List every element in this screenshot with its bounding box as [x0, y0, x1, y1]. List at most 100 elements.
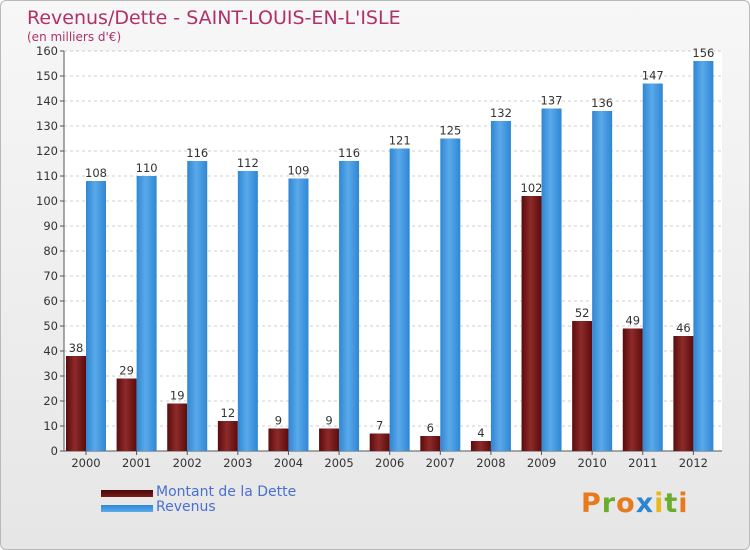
bar-revenus-2010: [592, 111, 613, 451]
value-label-revenus-2008: 132: [490, 106, 512, 120]
x-tick-label-2007: 2007: [426, 456, 455, 470]
logo-letter: o: [616, 488, 636, 519]
value-label-dette-2001: 29: [119, 364, 134, 378]
value-label-revenus-2007: 125: [439, 124, 461, 138]
logo-letter: x: [635, 488, 655, 519]
logo-letter: r: [601, 488, 617, 519]
bar-dette-2011: [622, 328, 643, 451]
bar-dette-2010: [572, 321, 593, 451]
bar-revenus-2006: [389, 148, 410, 451]
value-label-revenus-2009: 137: [541, 94, 563, 108]
bar-revenus-2001: [136, 176, 157, 451]
y-tick-label: 110: [36, 169, 58, 183]
bar-dette-2001: [116, 378, 137, 451]
value-label-dette-2012: 46: [676, 321, 691, 335]
value-label-dette-2008: 4: [477, 426, 484, 440]
bar-revenus-2000: [86, 181, 106, 451]
legend-label-revenus: Revenus: [156, 499, 216, 515]
chart-title: Revenus/Dette - SAINT-LOUIS-EN-L'ISLE: [27, 7, 401, 29]
value-label-revenus-2006: 121: [389, 134, 411, 148]
bar-revenus-2009: [541, 108, 562, 451]
bar-dette-2000: [66, 356, 86, 451]
y-tick-label: 120: [36, 144, 58, 158]
y-tick-label: 30: [43, 369, 58, 383]
chart-subtitle: (en milliers d'€): [27, 30, 122, 44]
value-label-dette-2007: 6: [427, 421, 434, 435]
y-tick-label: 90: [43, 219, 58, 233]
x-tick-label-2004: 2004: [274, 456, 303, 470]
value-label-dette-2002: 19: [170, 389, 185, 403]
value-label-revenus-2005: 116: [338, 146, 360, 160]
y-tick-label: 140: [36, 94, 58, 108]
value-label-revenus-2000: 108: [85, 166, 107, 180]
bar-dette-2004: [268, 428, 289, 451]
value-label-revenus-2010: 136: [591, 96, 613, 110]
x-tick-label-2000: 2000: [71, 456, 100, 470]
logo-letter: i: [654, 488, 665, 519]
x-tick-label-2001: 2001: [122, 456, 151, 470]
legend-label-dette: Montant de la Dette: [156, 484, 297, 500]
value-label-dette-2009: 102: [521, 181, 543, 195]
y-tick-label: 0: [51, 444, 58, 458]
value-label-dette-2005: 9: [325, 414, 332, 428]
bars: [66, 61, 714, 451]
bar-revenus-2004: [288, 178, 309, 451]
bar-revenus-2007: [440, 138, 461, 451]
value-label-revenus-2003: 112: [237, 156, 259, 170]
bar-dette-2002: [167, 403, 188, 451]
logo-letter: t: [664, 488, 679, 519]
value-label-revenus-2002: 116: [186, 146, 208, 160]
y-tick-label: 60: [43, 294, 58, 308]
x-tick-label-2009: 2009: [527, 456, 556, 470]
x-tick-label-2002: 2002: [173, 456, 202, 470]
y-tick-label: 80: [43, 244, 58, 258]
proxiti-logo: Proxiti: [581, 488, 689, 519]
logo-letter: P: [581, 488, 602, 519]
value-label-revenus-2012: 156: [692, 46, 714, 60]
x-tick-label-2005: 2005: [324, 456, 353, 470]
value-label-dette-2006: 7: [376, 419, 383, 433]
bar-revenus-2005: [339, 161, 360, 451]
value-label-dette-2003: 12: [221, 406, 236, 420]
legend-swatch-revenus: [101, 505, 153, 512]
labels: 0 10 20 30 40 50 60 70 80 90 100 110 120 130 140 150 160…: [36, 44, 714, 470]
bar-dette-2005: [319, 428, 340, 451]
bar-revenus-2003: [237, 171, 258, 451]
y-tick-label: 100: [36, 194, 58, 208]
bar-dette-2012: [673, 336, 694, 451]
y-tick-label: 160: [36, 44, 58, 58]
bar-dette-2009: [521, 196, 542, 451]
bar-dette-2006: [369, 433, 390, 451]
y-tick-label: 10: [43, 419, 58, 433]
x-tick-label-2010: 2010: [578, 456, 607, 470]
y-tick-label: 40: [43, 344, 58, 358]
value-label-revenus-2011: 147: [642, 69, 664, 83]
value-label-revenus-2001: 110: [136, 161, 158, 175]
value-label-dette-2010: 52: [575, 306, 590, 320]
logo-letter: i: [678, 488, 689, 519]
value-label-dette-2011: 49: [625, 314, 640, 328]
bar-revenus-2008: [490, 121, 511, 451]
x-tick-label-2011: 2011: [628, 456, 657, 470]
bar-revenus-2011: [642, 83, 663, 451]
legend-swatch-dette: [101, 490, 153, 497]
bar-revenus-2002: [187, 161, 208, 451]
x-tick-label-2008: 2008: [476, 456, 505, 470]
y-tick-label: 150: [36, 69, 58, 83]
value-label-revenus-2004: 109: [287, 164, 309, 178]
value-label-dette-2004: 9: [275, 414, 282, 428]
bar-revenus-2012: [693, 61, 714, 451]
y-tick-label: 50: [43, 319, 58, 333]
x-tick-label-2012: 2012: [679, 456, 708, 470]
y-tick-label: 70: [43, 269, 58, 283]
y-tick-label: 130: [36, 119, 58, 133]
x-tick-label-2006: 2006: [375, 456, 404, 470]
bar-dette-2003: [217, 421, 238, 451]
x-tick-label-2003: 2003: [223, 456, 252, 470]
bar-dette-2007: [420, 436, 441, 451]
value-label-dette-2000: 38: [69, 341, 84, 355]
bar-dette-2008: [470, 441, 491, 451]
y-tick-label: 20: [43, 394, 58, 408]
